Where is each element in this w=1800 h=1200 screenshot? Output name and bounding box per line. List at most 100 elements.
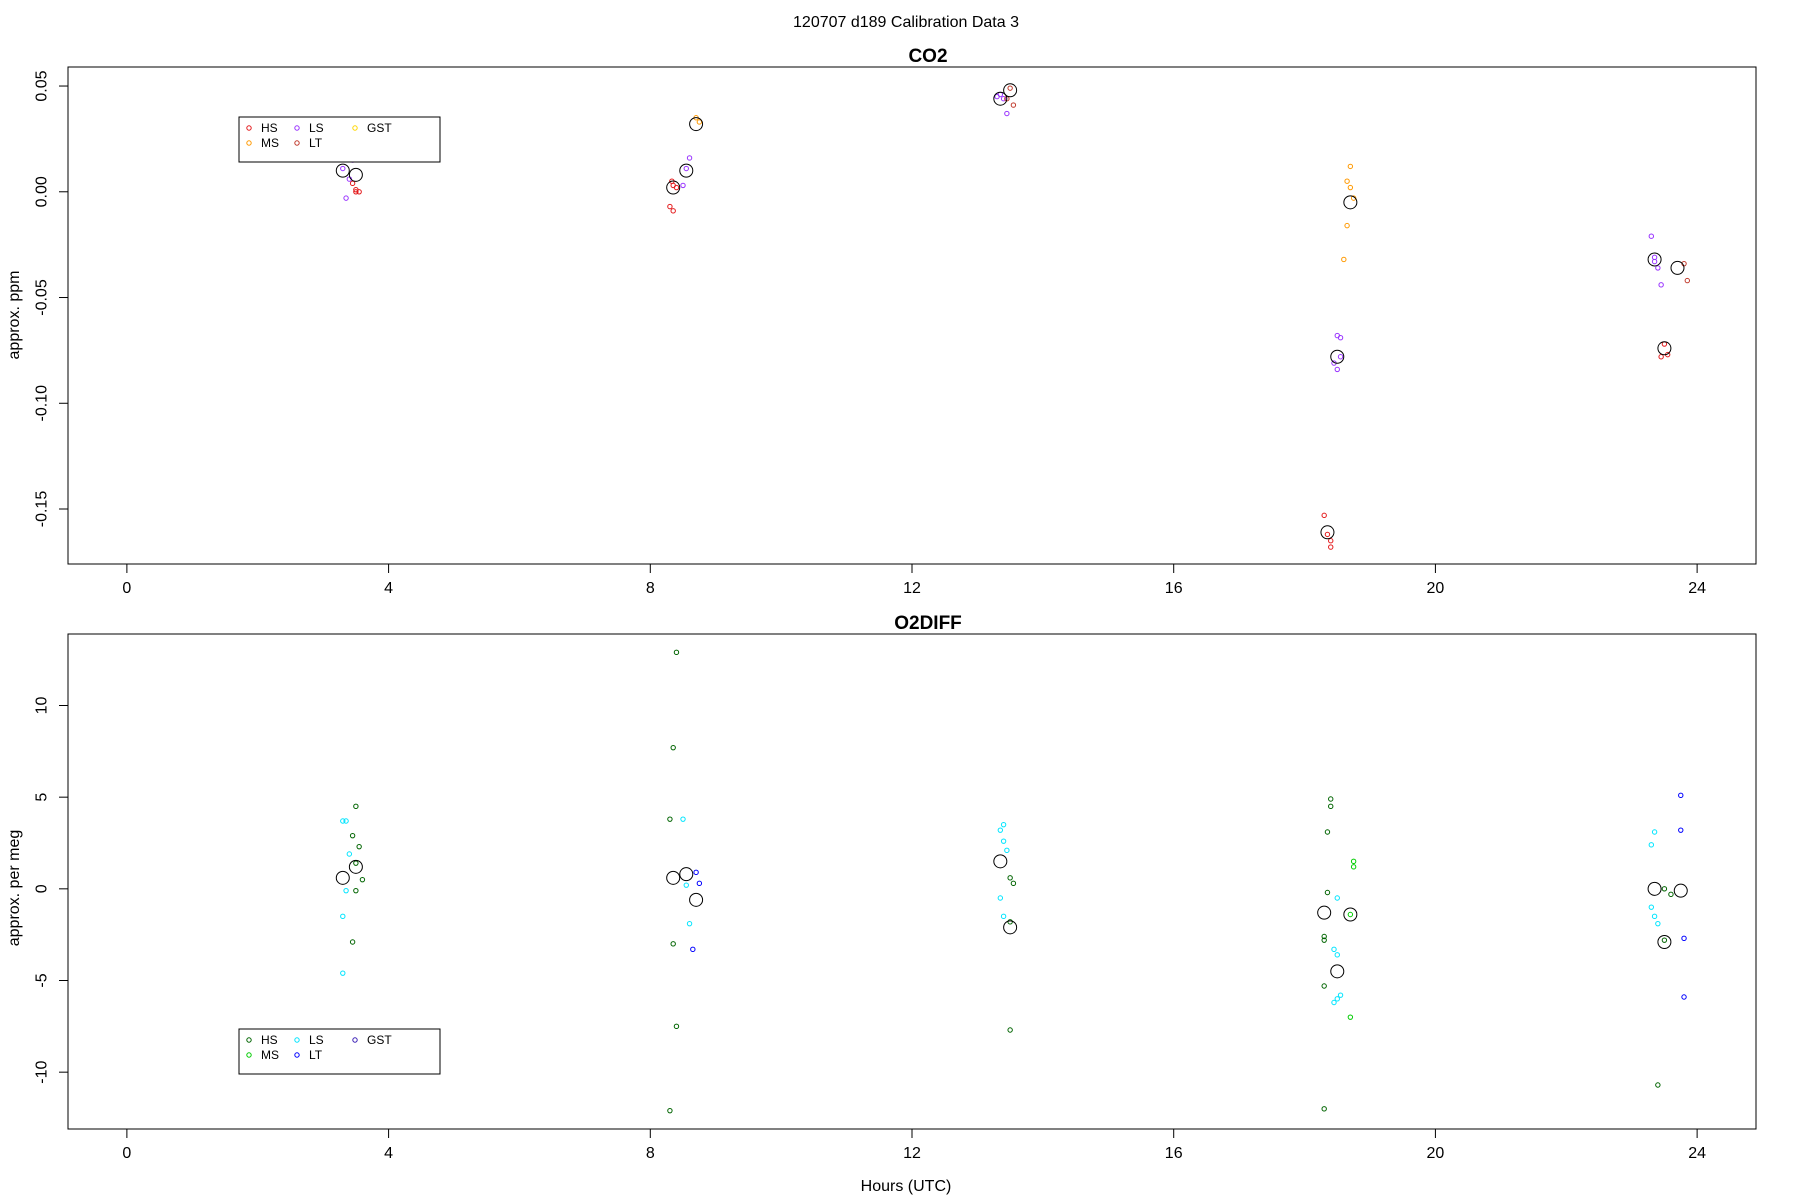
co2-y-tick-label: 0.05 bbox=[34, 70, 51, 101]
o2diff-point-hs bbox=[1661, 886, 1668, 892]
co2-point-hs bbox=[1328, 544, 1334, 550]
o2diff-point-hs bbox=[359, 876, 366, 883]
co2-y-tick-label: 0.00 bbox=[34, 176, 51, 207]
o2diff-point-mean bbox=[1647, 881, 1662, 896]
o2diff-y-tick-label: -5 bbox=[34, 973, 51, 987]
co2-panel-title: CO2 bbox=[908, 46, 947, 67]
co2-x-tick-label: 16 bbox=[1165, 580, 1183, 597]
co2-point-ls bbox=[1648, 233, 1655, 239]
o2diff-point-hs bbox=[1010, 880, 1017, 887]
co2-y-tick-label: -0.15 bbox=[34, 491, 51, 528]
co2-point-ms bbox=[1344, 222, 1350, 229]
o2diff-legend-label-lt: LT bbox=[309, 1048, 323, 1062]
o2diff-point-hs bbox=[1321, 933, 1327, 940]
co2-point-ms bbox=[1341, 256, 1347, 263]
o2diff-point-ls bbox=[1648, 842, 1655, 848]
o2diff-point-mean bbox=[1343, 907, 1358, 922]
o2diff-panel: O2DIFF approx. per meg Hours (UTC) 0 4 8 12… bbox=[6, 613, 1757, 1195]
co2-point-hs bbox=[353, 189, 359, 195]
o2diff-legend-swatch-ls bbox=[294, 1037, 300, 1043]
co2-point-mean bbox=[1330, 349, 1345, 364]
co2-point-ls bbox=[1337, 335, 1344, 341]
o2diff-point-mean bbox=[993, 854, 1008, 869]
o2diff-point-mean bbox=[689, 892, 704, 907]
o2diff-point-mean bbox=[348, 859, 363, 874]
o2diff-points bbox=[335, 649, 1688, 1114]
o2diff-legend-swatch-lt bbox=[294, 1052, 300, 1058]
co2-point-mean bbox=[348, 167, 363, 182]
o2diff-point-ls bbox=[1655, 920, 1661, 927]
co2-legend-swatch-lt bbox=[294, 140, 300, 146]
o2diff-x-tick-label: 16 bbox=[1165, 1145, 1183, 1162]
o2diff-point-ms bbox=[1350, 864, 1357, 870]
o2diff-point-hs bbox=[353, 887, 359, 894]
co2-point-mean bbox=[666, 180, 681, 195]
o2diff-point-hs bbox=[1328, 803, 1334, 810]
co2-legend-label-lt: LT bbox=[309, 136, 323, 150]
o2diff-point-ls bbox=[340, 970, 346, 976]
o2diff-point-hs bbox=[1321, 1106, 1327, 1112]
o2diff-point-hs bbox=[353, 860, 359, 866]
co2-x-tick-label: 24 bbox=[1688, 580, 1706, 597]
co2-point-mean bbox=[1343, 195, 1358, 210]
o2diff-point-mean bbox=[1673, 883, 1688, 898]
co2-legend-label-ls: LS bbox=[309, 121, 324, 135]
co2-point-ls bbox=[343, 195, 349, 201]
o2diff-point-hs bbox=[1324, 889, 1331, 896]
o2diff-panel-title: O2DIFF bbox=[894, 613, 962, 634]
o2diff-point-hs bbox=[670, 941, 676, 947]
o2diff-point-ls bbox=[997, 895, 1004, 901]
co2-point-ls bbox=[1000, 96, 1007, 102]
o2diff-point-hs bbox=[349, 939, 356, 945]
o2diff-legend-label-gst: GST bbox=[367, 1033, 392, 1047]
co2-point-hs bbox=[1658, 354, 1664, 360]
co2-point-ls bbox=[1655, 265, 1661, 271]
co2-point-mean bbox=[1670, 260, 1685, 275]
o2diff-point-ls bbox=[346, 851, 353, 857]
o2diff-point-mean bbox=[1003, 920, 1018, 935]
co2-x-tick-label: 4 bbox=[384, 580, 393, 597]
o2diff-y-tick-label: 0 bbox=[34, 884, 51, 893]
o2diff-point-lt bbox=[696, 880, 703, 887]
o2diff-x-tick-label: 24 bbox=[1688, 1145, 1706, 1162]
o2diff-legend-label-hs: HS bbox=[261, 1033, 278, 1047]
co2-point-hs bbox=[1328, 538, 1334, 544]
o2diff-point-hs bbox=[1321, 983, 1327, 989]
o2diff-point-hs bbox=[1655, 1082, 1661, 1088]
co2-x-tick-label: 0 bbox=[122, 580, 131, 597]
co2-point-ls bbox=[1651, 258, 1658, 265]
co2-point-hs bbox=[667, 203, 673, 210]
co2-point-ls bbox=[994, 93, 1000, 100]
o2diff-legend-box bbox=[238, 1028, 441, 1075]
o2diff-point-ls bbox=[1000, 821, 1007, 828]
o2diff-point-lt bbox=[1678, 827, 1684, 833]
o2diff-point-hs bbox=[1661, 937, 1668, 943]
o2diff-x-tick-label: 20 bbox=[1427, 1145, 1445, 1162]
o2diff-point-hs bbox=[1324, 829, 1331, 835]
o2diff-point-hs bbox=[1007, 919, 1013, 925]
o2diff-point-ls bbox=[1648, 904, 1655, 910]
co2-point-hs bbox=[349, 180, 356, 187]
o2diff-point-ls bbox=[683, 882, 689, 888]
o2diff-point-ms bbox=[1350, 858, 1357, 865]
o2diff-x-tick-label: 12 bbox=[903, 1145, 921, 1162]
o2diff-point-lt bbox=[1681, 994, 1687, 1000]
co2-point-hs bbox=[356, 189, 362, 195]
co2-legend-box bbox=[238, 116, 441, 163]
co2-x-tick-label: 12 bbox=[903, 580, 921, 597]
co2-point-lt bbox=[1010, 102, 1017, 108]
o2diff-point-ls bbox=[1000, 838, 1007, 844]
o2diff-y-axis-label: approx. per meg bbox=[6, 830, 23, 947]
o2diff-point-hs bbox=[667, 1107, 673, 1114]
o2diff-point-lt bbox=[693, 869, 699, 876]
o2diff-point-ls bbox=[340, 913, 346, 920]
o2diff-point-lt bbox=[1678, 792, 1684, 799]
co2-point-mean bbox=[1320, 525, 1335, 540]
co2-point-ls bbox=[1004, 110, 1010, 117]
o2diff-point-ls bbox=[680, 816, 686, 822]
co2-point-hs bbox=[1661, 341, 1668, 347]
co2-points bbox=[335, 83, 1691, 550]
co2-point-mean bbox=[1003, 83, 1018, 98]
o2diff-point-ls bbox=[343, 887, 349, 894]
